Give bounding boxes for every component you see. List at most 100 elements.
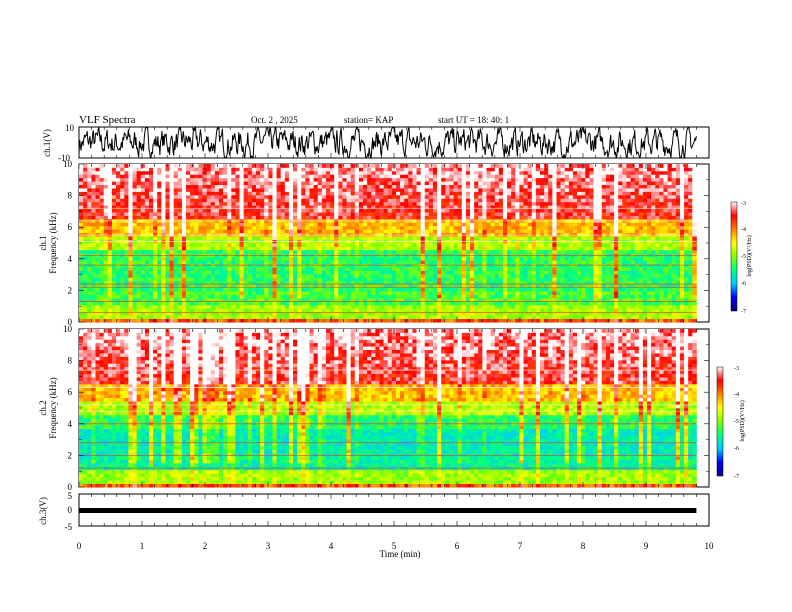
- spectrogram-cell: [539, 287, 545, 292]
- spectrogram-cell: [544, 294, 549, 299]
- spectrogram-cell: [309, 308, 315, 313]
- spectrogram-cell: [675, 249, 681, 254]
- spectrogram-cell: [334, 284, 339, 289]
- spectrogram-cell: [601, 270, 607, 275]
- spectrogram-cell: [498, 277, 504, 282]
- spectrogram-cell: [223, 270, 228, 275]
- spectrogram-cell: [663, 280, 668, 285]
- spectrogram-cell: [449, 249, 454, 254]
- spectrogram-cell: [692, 304, 697, 309]
- spectrogram-cell: [309, 318, 315, 323]
- spectrogram-cell: [325, 311, 331, 316]
- spectrogram-cell: [482, 291, 487, 295]
- spectrogram-cell: [601, 311, 607, 316]
- spectrogram-cell: [99, 222, 105, 227]
- spectrogram-cell: [556, 222, 561, 227]
- spectrogram-cell: [99, 284, 105, 289]
- spectrogram-cell: [404, 308, 409, 313]
- spectrogram-cell: [153, 284, 158, 289]
- spectrogram-cell: [391, 287, 397, 292]
- spectrogram-cell: [346, 277, 352, 282]
- spectrogram-cell: [412, 277, 417, 282]
- spectrogram-cell: [507, 256, 512, 261]
- spectrogram-cell: [679, 287, 685, 292]
- spectrogram-cell: [338, 284, 343, 289]
- spectrogram-cell: [412, 291, 417, 295]
- spectrogram-cell: [651, 287, 656, 292]
- spectrogram-cell: [593, 270, 599, 275]
- spectrogram-cell: [667, 222, 673, 227]
- spectrogram-cell: [153, 270, 158, 275]
- spectrogram-cell: [136, 270, 142, 275]
- spectrogram-cell: [116, 260, 121, 264]
- spectrogram-cell: [190, 212, 195, 216]
- spectrogram-cell: [87, 232, 92, 237]
- spectrogram-cell: [445, 208, 450, 213]
- spectrogram-cell: [231, 208, 236, 213]
- spectrogram-cell: [116, 284, 121, 289]
- spectrogram-cell: [609, 308, 615, 313]
- spectrogram-cell: [124, 246, 129, 251]
- spectrogram-cell: [140, 225, 146, 230]
- spectrogram-cell: [161, 236, 166, 240]
- spectrogram-cell: [334, 318, 339, 323]
- spectrogram-cell: [190, 236, 195, 240]
- spectrogram-cell: [482, 273, 487, 278]
- spectrogram-cell: [350, 215, 356, 220]
- spectrogram-cell: [251, 249, 257, 254]
- spectrogram-cell: [412, 267, 417, 271]
- spectrogram-cell: [548, 256, 553, 261]
- spectrogram-cell: [577, 249, 582, 254]
- spectrogram-cell: [284, 280, 290, 285]
- spectrogram-cell: [482, 263, 487, 268]
- spectrogram-cell: [91, 267, 96, 271]
- spectrogram-cell: [325, 318, 331, 323]
- spectrogram-cell: [284, 273, 290, 278]
- spectrogram-cell: [609, 311, 615, 316]
- spectrogram-cell: [490, 270, 496, 275]
- spectrogram-cell: [461, 208, 467, 213]
- spectrogram-cell: [116, 212, 121, 216]
- spectrogram-cell: [276, 253, 282, 258]
- spectrogram-cell: [404, 270, 409, 275]
- spectrogram-cell: [107, 260, 113, 264]
- spectrogram-cell: [136, 304, 142, 309]
- spectrogram-cell: [502, 260, 508, 264]
- spectrogram-cell: [609, 291, 615, 295]
- spectrogram-cell: [140, 212, 146, 216]
- spectrogram-cell: [647, 273, 652, 278]
- spectrogram-cell: [231, 291, 236, 295]
- spectrogram-cell: [589, 301, 594, 306]
- spectrogram-cell: [338, 311, 343, 316]
- spectrogram-cell: [272, 273, 277, 278]
- spectrogram-cell: [288, 215, 294, 220]
- spectrogram-cell: [116, 215, 121, 220]
- spectrogram-cell: [79, 277, 84, 282]
- spectrogram-cell: [671, 225, 677, 230]
- spectrogram-cell: [626, 246, 631, 251]
- spectrogram-cell: [412, 270, 417, 275]
- spectrogram-cell: [128, 277, 133, 282]
- spectrogram-cell: [173, 318, 179, 323]
- spectrogram-cell: [165, 297, 170, 302]
- spectrogram-cell: [395, 315, 401, 319]
- spectrogram-cell: [148, 260, 154, 264]
- spectrogram-cell: [210, 273, 216, 278]
- spectrogram-cell: [301, 270, 306, 275]
- spectrogram-cell: [572, 229, 578, 234]
- spectrogram-cell: [651, 284, 656, 289]
- spectrogram-cell: [342, 225, 347, 230]
- spectrogram-cell: [190, 315, 195, 319]
- spectrogram-cell: [223, 280, 228, 285]
- spectrogram-cell: [412, 287, 417, 292]
- spectrogram-cell: [338, 208, 343, 213]
- spectrogram-cell: [342, 273, 347, 278]
- spectrogram-cell: [358, 301, 364, 306]
- spectrogram-cell: [589, 280, 594, 285]
- spectrogram-cell: [535, 212, 541, 216]
- spectrogram-cell: [177, 311, 183, 316]
- spectrogram-cell: [173, 263, 179, 268]
- spectrogram-cell: [626, 208, 631, 213]
- spectrogram-cell: [309, 225, 315, 230]
- spectrogram-cell: [136, 236, 142, 240]
